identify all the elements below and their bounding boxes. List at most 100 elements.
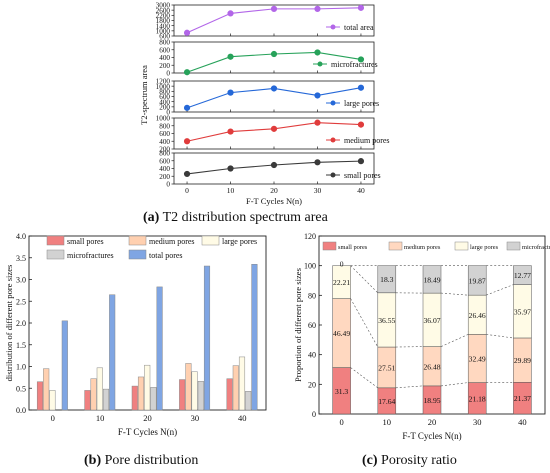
legend-swatch [454, 241, 469, 251]
panel-a-ytick-label: 0 [166, 70, 170, 78]
caption-c: (c) Porosity ratio [362, 453, 457, 468]
bar-large-pores [49, 390, 56, 411]
data-label: 19.87 [469, 276, 486, 285]
x-tick-label: 30 [191, 413, 200, 423]
bar-large-pores [144, 364, 151, 411]
connector-line [440, 382, 469, 387]
y-tick-label: 3.0 [16, 276, 26, 285]
x-axis-label: F-T Cycles N(n) [402, 431, 461, 441]
bar-large-pores [96, 367, 103, 411]
data-point [357, 84, 365, 91]
legend-label: small pores [67, 237, 104, 246]
bar-segment-microfractures [513, 265, 532, 285]
data-point [314, 92, 321, 99]
panel-a-ytick-label: 800 [159, 39, 170, 47]
panel-a-ytick-label: 3000 [156, 2, 171, 10]
legend-label: total area [344, 23, 374, 32]
data-label: 27.51 [378, 363, 395, 372]
panel-a-ytick-label: 600 [159, 33, 170, 41]
y-tick-label: 80 [308, 291, 316, 300]
data-label: 17.64 [378, 397, 395, 406]
bar-total-pores [251, 264, 258, 411]
x-axis-label: F-T Cycles N(n) [118, 427, 177, 437]
x-tick-label: 0 [51, 413, 55, 423]
bar-medium-pores [185, 363, 192, 411]
legend-label: large pores [470, 244, 499, 251]
panel-a-ytick-label: 600 [159, 130, 170, 138]
data-label: 0 [340, 260, 344, 269]
bar-large-pores [238, 356, 246, 411]
bar-total-pores [156, 286, 163, 411]
data-point [183, 69, 191, 76]
panel-a-ytick-label: 800 [159, 122, 170, 130]
data-label: 29.89 [514, 356, 531, 365]
data-point [227, 128, 234, 135]
connector-line [350, 265, 379, 294]
legend-marker [330, 100, 336, 106]
data-point [270, 50, 278, 58]
data-point [270, 125, 278, 132]
bar-segment-microfractures [467, 265, 487, 296]
x-tick-label: 20 [143, 413, 152, 423]
x-tick-label: 30 [473, 417, 482, 427]
panel-a-ytick-label: 800 [159, 88, 170, 96]
y-axis-label: T2-spectrum area [139, 65, 149, 125]
data-label: 21.37 [514, 394, 531, 403]
data-point [183, 29, 191, 36]
data-point [357, 121, 365, 128]
x-tick-label: 10 [227, 186, 235, 195]
panel-a-ytick-label: 1800 [156, 17, 171, 25]
y-axis-label: Proportion of different pore sizes [293, 267, 303, 382]
y-tick-label: 20 [308, 380, 316, 389]
caption-b: (b) Pore distribution [84, 453, 199, 468]
x-tick-label: 10 [96, 413, 105, 423]
bar-small-pores [179, 379, 186, 411]
bar-small-pores [226, 378, 233, 411]
panel-a-ytick-label: 2200 [156, 12, 171, 20]
data-label: 32.49 [469, 354, 486, 363]
data-point [357, 158, 365, 165]
panel-a-ytick-label: 400 [159, 54, 170, 62]
bar-microfractures [245, 391, 252, 411]
data-point [270, 161, 278, 169]
legend-swatch [388, 241, 403, 251]
data-label: 26.46 [469, 311, 486, 320]
legend-label: microfractures [331, 60, 378, 69]
legend-swatch [322, 241, 337, 251]
data-point [314, 119, 321, 126]
legend-label: total pores [149, 251, 183, 260]
legend-label: medium pores [344, 136, 390, 145]
data-label: 35.97 [514, 307, 531, 316]
panel-a-ytick-label: 400 [159, 165, 170, 173]
legend-label: small pores [344, 171, 381, 180]
legend-marker [330, 24, 336, 30]
x-tick-label: 0 [185, 186, 189, 195]
bar-microfractures [102, 388, 110, 411]
data-point [357, 56, 365, 63]
data-point [314, 49, 321, 56]
caption-a: (a) T2 distribution spectrum area [143, 210, 328, 225]
x-tick-label: 20 [428, 417, 437, 427]
data-point [357, 4, 365, 11]
data-point [183, 104, 191, 111]
y-tick-label: 0.5 [16, 384, 26, 393]
bar-small-pores [84, 390, 91, 411]
data-point [314, 159, 321, 166]
legend-marker [330, 172, 336, 178]
y-tick-label: 0.0 [16, 406, 26, 415]
y-tick-label: 3.5 [16, 254, 26, 263]
data-point [183, 138, 191, 145]
bar-segment-large-pores [332, 265, 351, 299]
bar-segment-microfractures [422, 265, 442, 294]
panel-a-ytick-label: 200 [159, 103, 170, 111]
data-label: 31.3 [335, 387, 348, 396]
panel-a-ytick-label: 1000 [156, 27, 171, 35]
connector-line [350, 367, 378, 389]
connector-line [486, 334, 514, 339]
data-label: 18.3 [380, 275, 393, 284]
data-label: 26.48 [423, 362, 440, 371]
bar-microfractures [197, 381, 204, 411]
connector-line [350, 298, 379, 348]
panel-a-ytick-label: 1000 [156, 83, 171, 91]
